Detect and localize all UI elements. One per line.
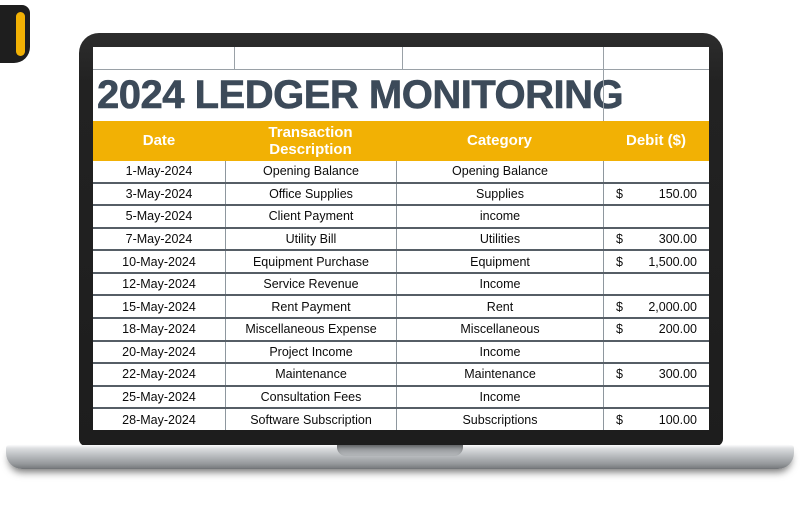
description-cell: Utility Bill — [225, 228, 396, 250]
table-row: 5-May-2024 Client Payment income — [93, 204, 709, 227]
date-cell: 20-May-2024 — [122, 344, 196, 359]
table-row: 12-May-2024 Service Revenue Income — [93, 271, 709, 295]
date-cell: 15-May-2024 — [122, 299, 196, 314]
debit-amount: 2,000.00 — [648, 299, 697, 314]
debit-cell: $ 2,000.00 — [603, 296, 709, 318]
gridline-divider — [402, 47, 403, 69]
category-cell: Maintenance — [396, 364, 603, 385]
category-cell: Miscellaneous — [396, 319, 603, 340]
header-debit: Debit ($) — [626, 132, 686, 150]
debit-cell — [603, 341, 709, 363]
debit-amount: 100.00 — [658, 412, 697, 427]
description-cell: Software Subscription — [225, 409, 396, 430]
category-cell: Subscriptions — [396, 409, 603, 430]
header-date: Date — [142, 132, 176, 150]
currency-symbol: $ — [616, 299, 623, 314]
laptop-base-notch — [337, 445, 463, 456]
table-row: 7-May-2024 Utility Bill Utilities $ 300.… — [93, 226, 709, 250]
description-cell: Consultation Fees — [225, 386, 396, 408]
currency-symbol: $ — [616, 232, 623, 247]
description-cell: Service Revenue — [225, 273, 396, 295]
table-row: 22-May-2024 Maintenance Maintenance $ 30… — [93, 362, 709, 385]
category-cell: income — [396, 206, 603, 227]
debit-amount: 200.00 — [658, 322, 697, 337]
currency-symbol: $ — [616, 322, 623, 337]
description-cell: Equipment Purchase — [225, 251, 396, 272]
currency-symbol: $ — [616, 367, 623, 382]
category-cell: Opening Balance — [396, 161, 603, 182]
description-cell: Opening Balance — [225, 161, 396, 182]
gridline-divider — [234, 47, 235, 69]
spreadsheet-gridline-row — [93, 47, 709, 70]
date-cell: 22-May-2024 — [122, 367, 196, 382]
description-cell: Maintenance — [225, 364, 396, 385]
debit-cell: $ 300.00 — [603, 364, 709, 385]
category-cell: Income — [396, 386, 603, 408]
date-cell: 12-May-2024 — [122, 277, 196, 292]
debit-cell — [603, 206, 709, 227]
title-cell-divider — [603, 70, 604, 121]
debit-cell: $ 1,500.00 — [603, 251, 709, 272]
table-row: 20-May-2024 Project Income Income — [93, 339, 709, 363]
header-category: Category — [466, 132, 533, 150]
table-row: 18-May-2024 Miscellaneous Expense Miscel… — [93, 317, 709, 340]
corner-decoration — [0, 5, 30, 63]
table-row: 15-May-2024 Rent Payment Rent $ 2,000.00 — [93, 294, 709, 318]
debit-cell: $ 150.00 — [603, 183, 709, 205]
table-body: 1-May-2024 Opening Balance Opening Balan… — [93, 161, 709, 430]
date-cell: 18-May-2024 — [122, 322, 196, 337]
description-cell: Project Income — [225, 341, 396, 363]
table-row: 28-May-2024 Software Subscription Subscr… — [93, 407, 709, 430]
debit-cell — [603, 273, 709, 295]
date-cell: 5-May-2024 — [125, 209, 193, 224]
page-title: 2024 LEDGER MONITORING — [97, 73, 624, 118]
corner-accent-stripe — [16, 12, 25, 56]
debit-amount: 150.00 — [658, 186, 697, 201]
currency-symbol: $ — [616, 186, 623, 201]
table-header-row: Date Transaction Description Category De… — [93, 121, 709, 161]
description-cell: Office Supplies — [225, 183, 396, 205]
debit-cell — [603, 386, 709, 408]
debit-cell — [603, 161, 709, 182]
description-cell: Rent Payment — [225, 296, 396, 318]
header-description: Transaction Description — [268, 123, 353, 158]
debit-cell: $ 200.00 — [603, 319, 709, 340]
date-cell: 10-May-2024 — [122, 254, 196, 269]
category-cell: Supplies — [396, 183, 603, 205]
category-cell: Income — [396, 341, 603, 363]
title-band: 2024 LEDGER MONITORING — [93, 70, 709, 121]
date-cell: 7-May-2024 — [125, 232, 193, 247]
debit-amount: 1,500.00 — [648, 254, 697, 269]
category-cell: Equipment — [396, 251, 603, 272]
description-cell: Client Payment — [225, 206, 396, 227]
table-row: 25-May-2024 Consultation Fees Income — [93, 384, 709, 408]
laptop-bezel: 2024 LEDGER MONITORING Date Transaction … — [79, 33, 723, 446]
table-row: 3-May-2024 Office Supplies Supplies $ 15… — [93, 181, 709, 205]
debit-amount: 300.00 — [658, 367, 697, 382]
description-cell: Miscellaneous Expense — [225, 319, 396, 340]
category-cell: Income — [396, 273, 603, 295]
laptop-screen: 2024 LEDGER MONITORING Date Transaction … — [93, 47, 709, 430]
debit-cell: $ 100.00 — [603, 409, 709, 430]
currency-symbol: $ — [616, 254, 623, 269]
gridline-divider — [603, 47, 604, 69]
table-row: 1-May-2024 Opening Balance Opening Balan… — [93, 161, 709, 182]
table-row: 10-May-2024 Equipment Purchase Equipment… — [93, 249, 709, 272]
date-cell: 28-May-2024 — [122, 412, 196, 427]
debit-cell: $ 300.00 — [603, 228, 709, 250]
date-cell: 1-May-2024 — [125, 164, 193, 179]
debit-amount: 300.00 — [658, 232, 697, 247]
date-cell: 25-May-2024 — [122, 390, 196, 405]
laptop-base — [6, 445, 794, 469]
currency-symbol: $ — [616, 412, 623, 427]
category-cell: Rent — [396, 296, 603, 318]
category-cell: Utilities — [396, 228, 603, 250]
date-cell: 3-May-2024 — [125, 186, 193, 201]
